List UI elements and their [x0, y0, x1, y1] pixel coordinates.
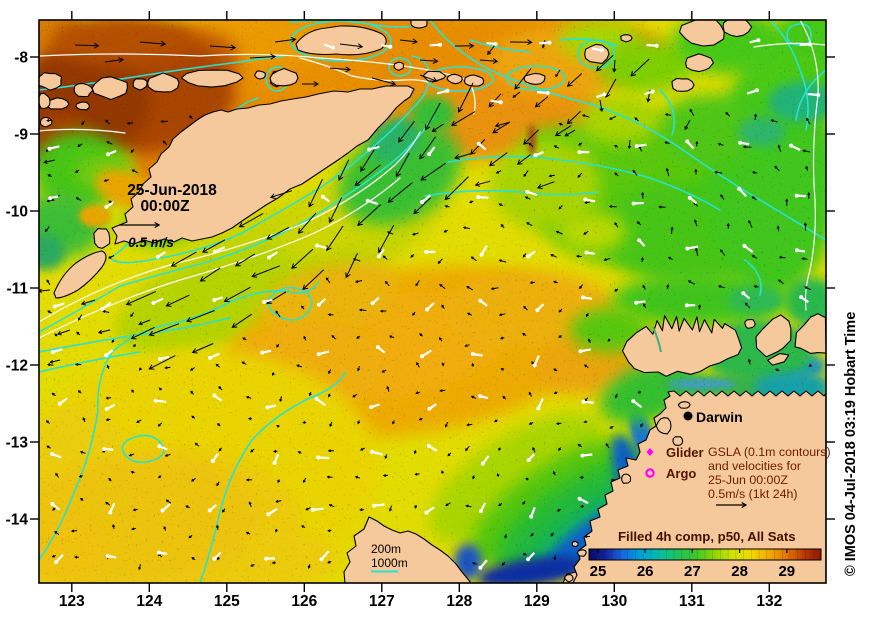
- svg-text:-10: -10: [6, 204, 28, 221]
- svg-text:123: 123: [59, 593, 85, 610]
- svg-text:© IMOS 04-Jul-2018 03:19 Hobar: © IMOS 04-Jul-2018 03:19 Hobart Time: [843, 312, 859, 576]
- svg-text:-11: -11: [6, 281, 28, 298]
- svg-text:1000m: 1000m: [371, 556, 408, 570]
- svg-text:25-Jun-2018: 25-Jun-2018: [127, 182, 217, 199]
- svg-text:200m: 200m: [371, 542, 401, 556]
- svg-text:127: 127: [369, 593, 395, 610]
- svg-text:26: 26: [637, 563, 654, 580]
- svg-text:Darwin: Darwin: [696, 409, 743, 425]
- svg-text:Argo: Argo: [666, 466, 696, 481]
- svg-text:-14: -14: [6, 512, 29, 529]
- svg-text:-8: -8: [14, 50, 28, 67]
- svg-text:124: 124: [136, 593, 162, 610]
- svg-text:29: 29: [778, 563, 795, 580]
- svg-text:129: 129: [524, 593, 550, 610]
- svg-text:27: 27: [684, 563, 701, 580]
- svg-text:-12: -12: [6, 358, 28, 375]
- svg-text:130: 130: [601, 593, 627, 610]
- svg-text:Glider: Glider: [666, 445, 704, 460]
- svg-text:GSLA (0.1m contours): GSLA (0.1m contours): [708, 445, 831, 459]
- svg-text:125: 125: [214, 593, 240, 610]
- svg-text:132: 132: [756, 593, 782, 610]
- svg-text:28: 28: [731, 563, 748, 580]
- svg-text:126: 126: [291, 593, 317, 610]
- svg-text:25-Jun 00:00Z: 25-Jun 00:00Z: [708, 473, 788, 487]
- svg-text:0.5 m/s: 0.5 m/s: [128, 235, 174, 250]
- svg-text:131: 131: [679, 593, 705, 610]
- svg-text:-13: -13: [6, 435, 29, 452]
- svg-text:Filled 4h comp, p50, All Sats: Filled 4h comp, p50, All Sats: [618, 529, 796, 544]
- svg-text:-9: -9: [14, 127, 28, 144]
- svg-text:128: 128: [446, 593, 472, 610]
- svg-text:25: 25: [590, 563, 607, 580]
- svg-text:and velocities for: and velocities for: [708, 459, 801, 473]
- svg-text:0.5m/s (1kt 24h): 0.5m/s (1kt 24h): [708, 487, 798, 501]
- svg-text:00:00Z: 00:00Z: [140, 198, 190, 215]
